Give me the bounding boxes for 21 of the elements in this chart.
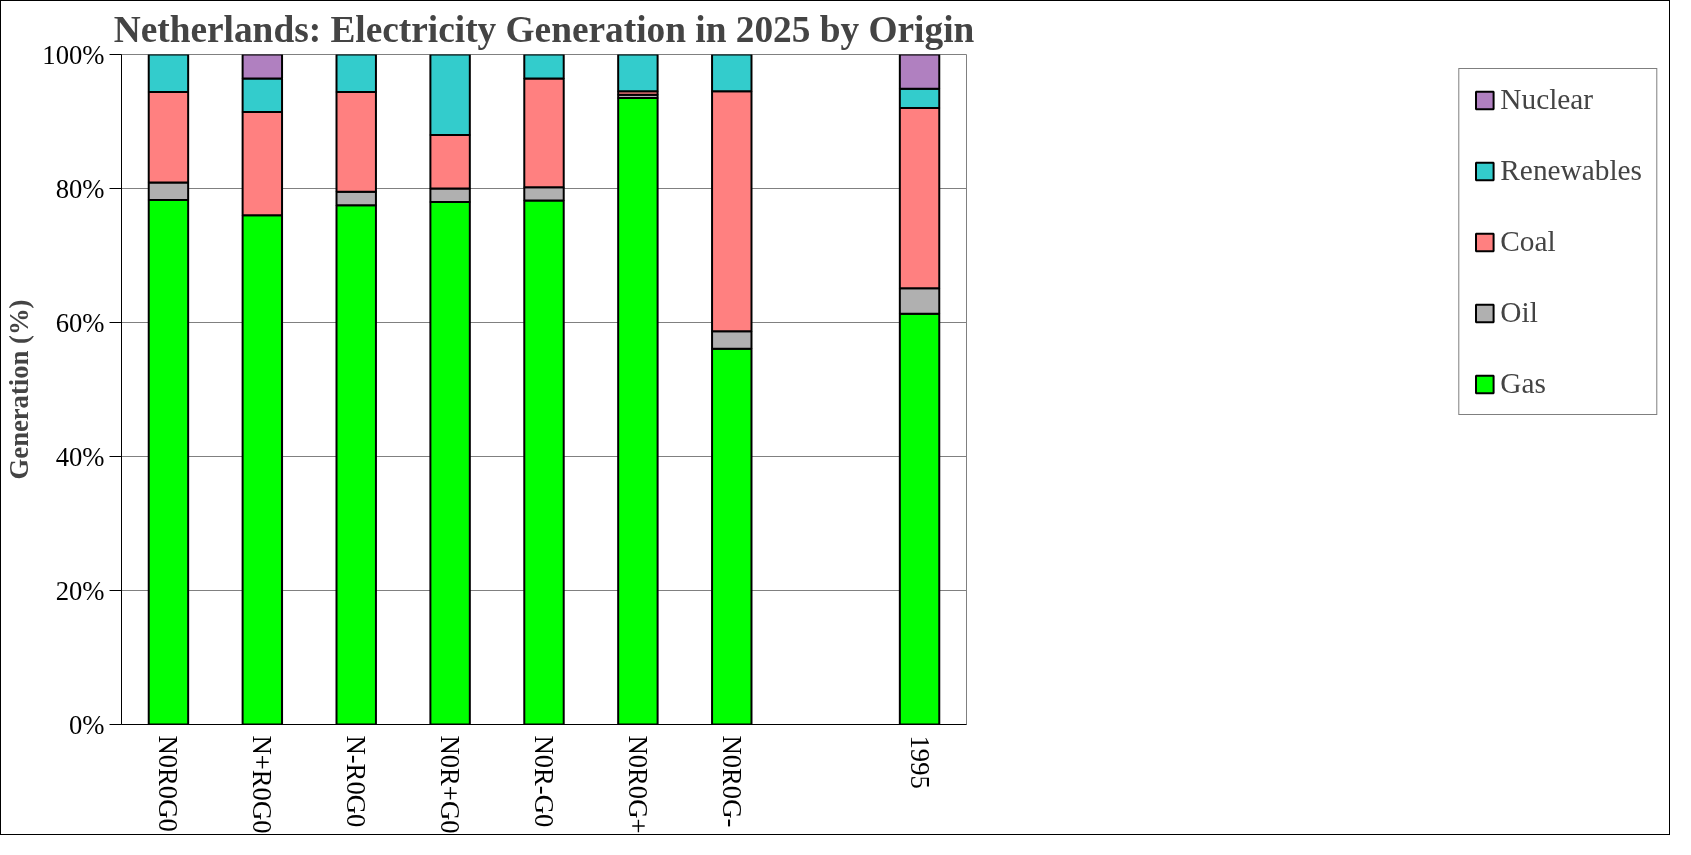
legend-label: Nuclear [1500,83,1594,116]
x-tick-label: N0R-G0 [529,735,559,828]
chart-title: Netherlands: Electricity Generation in 2025 by Origin [113,8,975,50]
x-tick-label: N0R0G+ [622,735,653,834]
legend-label: Oil [1500,296,1538,329]
y-tick-label: 80% [55,173,105,204]
y-tick-label: 100% [42,39,105,70]
legend-label: Renewables [1500,154,1642,187]
y-tick-label: 60% [55,307,105,338]
y-tick-label: 0% [68,709,105,740]
x-tick-label: N0R0G- [716,735,747,828]
x-tick-label: N0R0G0 [153,735,184,832]
y-tick-label: 20% [55,575,105,606]
x-tick-label: N+R0G0 [247,735,278,834]
legend-label: Coal [1500,225,1556,258]
x-tick-label: 1995 [904,735,935,789]
y-tick-label: 40% [55,441,105,472]
y-axis-title: Generation (%) [4,299,35,480]
x-tick-label: N0R+G0 [435,735,466,834]
x-tick-label: N-R0G0 [341,735,372,828]
legend-label: Gas [1500,367,1546,400]
